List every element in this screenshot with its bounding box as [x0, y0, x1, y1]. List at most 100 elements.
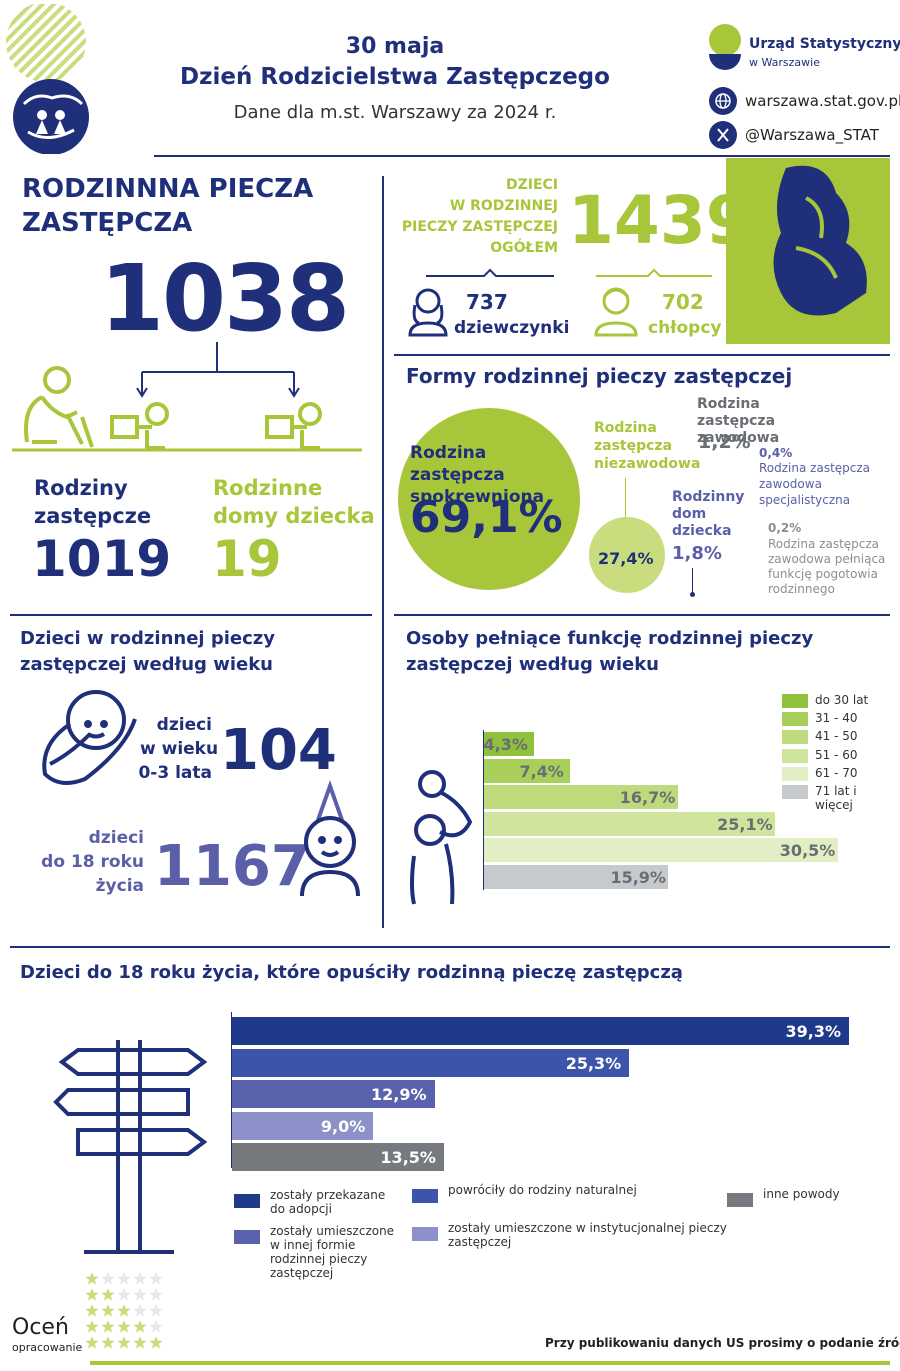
star-icon[interactable] [149, 1320, 163, 1333]
star-icon[interactable] [149, 1336, 163, 1349]
caregivers-bar-label: 30,5% [779, 841, 836, 861]
children-label-4: OGÓŁEM [490, 240, 558, 256]
star-icon[interactable] [101, 1272, 115, 1285]
caregivers-heading-2: zastępczej według wieku [406, 654, 659, 675]
star-icon[interactable] [133, 1336, 147, 1349]
girl-icon [406, 283, 450, 337]
page-title: Dzień Rodzicielstwa Zastępczego [180, 64, 610, 90]
left-care-axis [231, 1012, 232, 1168]
caregivers-bar [484, 838, 838, 863]
age-a-label-3: 0-3 lata [138, 763, 212, 783]
header-date: 30 maja [345, 34, 445, 59]
left-care-bar-label: 12,9% [371, 1085, 427, 1104]
star-icon[interactable] [101, 1320, 115, 1333]
mid-divider-right [394, 614, 890, 616]
party-boy-icon [296, 779, 364, 900]
caregivers-bar-label: 7,4% [519, 761, 564, 781]
girls-boys-brackets [420, 266, 720, 286]
header-divider [154, 155, 890, 157]
children-label-1: DZIECI [505, 177, 558, 193]
girls-label: dziewczynki [454, 318, 570, 338]
caregivers-bar [484, 811, 776, 836]
left-care-bar [232, 1048, 630, 1077]
caregivers-legend-label: 41 - 50 [815, 729, 858, 744]
caregivers-legend-swatch [782, 712, 808, 727]
caregivers-legend-label: 61 - 70 [815, 765, 858, 780]
star-icon[interactable] [149, 1304, 163, 1317]
left-care-bar-label: 9,0% [320, 1116, 366, 1136]
rate-label[interactable]: Oceń [12, 1315, 69, 1340]
age-b-value: 1167 [154, 834, 310, 899]
families-label-2: zastępcze [34, 504, 152, 528]
source-note: Przy publikowaniu danych US prosimy o po… [545, 1336, 900, 1350]
left-care-bar-label: 39,3% [785, 1022, 841, 1041]
website-link[interactable]: warszawa.stat.gov.pl [745, 92, 900, 110]
star-icon[interactable] [117, 1304, 131, 1317]
caregivers-heading-1: Osoby pełniące funkcję rodzinnej pieczy [406, 628, 814, 649]
star-icon[interactable] [133, 1272, 147, 1285]
caregivers-legend-label: 31 - 40 [815, 711, 858, 726]
prof-value: 1,2% [698, 431, 751, 453]
foster-heading-2: ZASTĘPCZA [22, 208, 193, 238]
caregivers-legend-swatch [782, 694, 808, 708]
home-value: 1,8% [672, 543, 722, 564]
left-care-bar-label: 13,5% [380, 1148, 436, 1167]
left-care-legend-label: zostały umieszczone w innej formie rodzi… [270, 1224, 395, 1280]
children-label-2: W RODZINNEJ [449, 198, 558, 214]
star-icon[interactable] [85, 1320, 99, 1333]
left-care-legend-swatch [412, 1227, 438, 1241]
star-icon[interactable] [101, 1304, 115, 1317]
left-care-legend-label: zostały umieszczone w instytucjonalnej p… [448, 1221, 727, 1249]
signpost-icon [48, 1032, 218, 1264]
prof-label: Rodzina zastępcza zawodowa [697, 396, 780, 446]
star-icon[interactable] [101, 1336, 115, 1349]
left-care-legend-swatch [412, 1189, 438, 1203]
twitter-link[interactable]: @Warszawa_STAT [745, 126, 879, 144]
star-icon[interactable] [117, 1336, 131, 1349]
spec-value: 0,4% [759, 446, 793, 460]
caregivers-axis [483, 730, 484, 890]
star-icon[interactable] [85, 1304, 99, 1317]
caregivers-bar [484, 865, 669, 889]
star-icon[interactable] [101, 1288, 115, 1301]
age-a-value: 104 [220, 718, 337, 783]
star-icon[interactable] [85, 1288, 99, 1301]
left-care-legend-label: powróciły do rodziny naturalnej [448, 1183, 637, 1197]
left-care-bar-label: 25,3% [565, 1053, 622, 1073]
star-icon[interactable] [149, 1288, 163, 1301]
logo-badge [6, 2, 154, 155]
rating-stars-icon[interactable] [84, 1271, 166, 1353]
org-logo-icon [706, 24, 744, 78]
left-care-bar [232, 1111, 374, 1140]
age-b-label-2: do 18 roku [41, 852, 144, 872]
left-care-legend-swatch [727, 1193, 753, 1207]
star-icon[interactable] [117, 1272, 131, 1285]
kin-value: 69,1% [410, 492, 563, 543]
caregivers-legend-swatch [782, 748, 808, 763]
star-icon[interactable] [133, 1288, 147, 1301]
spec-label: Rodzina zastępcza zawodowa specjalistycz… [759, 461, 871, 507]
home-label-3: dziecka [672, 523, 732, 539]
star-icon[interactable] [133, 1320, 147, 1333]
nonprof-label-2: zastępcza [594, 438, 673, 454]
age-children-heading-1: Dzieci w rodzinnej pieczy [20, 628, 275, 649]
caregivers-bar-label: 16,7% [619, 788, 676, 808]
star-icon[interactable] [117, 1320, 131, 1333]
nonprof-value: 27,4% [598, 549, 654, 568]
footer-line [90, 1361, 890, 1365]
left-care-bar [232, 1143, 444, 1171]
star-icon[interactable] [85, 1336, 99, 1349]
kin-circle [398, 408, 580, 590]
children-divider [394, 354, 890, 356]
age-a-label-2: w wieku [140, 739, 219, 759]
children-label-3: PIECZY ZASTĘPCZEJ [401, 219, 558, 235]
star-icon[interactable] [133, 1304, 147, 1317]
star-icon[interactable] [117, 1288, 131, 1301]
star-icon[interactable] [149, 1272, 163, 1285]
org-name: Urząd Statystyczny [749, 36, 900, 52]
boys-label: chłopcy [648, 318, 722, 338]
home-pointer [692, 568, 693, 594]
star-icon[interactable] [85, 1272, 99, 1285]
caregivers-bar-label: 25,1% [717, 814, 773, 834]
mid-divider-left [10, 614, 372, 616]
